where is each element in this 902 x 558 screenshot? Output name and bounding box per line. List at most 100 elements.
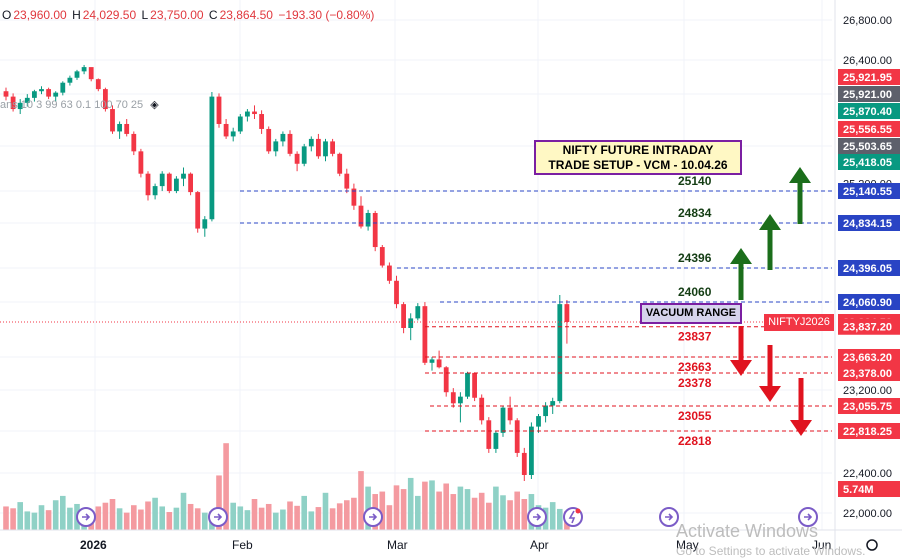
- candle-body: [188, 173, 193, 193]
- support-level-label: 23837: [678, 330, 712, 344]
- level-price-tag-bg: [838, 294, 900, 310]
- indicator-legend[interactable]: ans 10 3 99 63 0.1 100 70 25 ◈: [0, 98, 159, 111]
- candle-body: [479, 397, 485, 421]
- volume-bar: [258, 507, 265, 530]
- candle-body: [351, 188, 357, 206]
- support-level-label: 23378: [678, 376, 712, 390]
- volume-bar: [500, 495, 506, 530]
- volume-bar: [237, 506, 244, 530]
- high-value: 24,029.50: [82, 8, 137, 22]
- volume-bar: [131, 505, 137, 530]
- volume-bar: [24, 511, 31, 530]
- candle-body: [316, 138, 321, 157]
- volume-bar: [116, 508, 123, 530]
- candle-body: [237, 116, 243, 132]
- candle-body: [252, 111, 257, 115]
- volume-bar: [557, 508, 563, 530]
- eye-hidden-icon[interactable]: ◈: [150, 99, 159, 111]
- candle-body: [294, 153, 300, 164]
- candle-body: [259, 114, 264, 129]
- candle-body: [507, 407, 513, 421]
- candle-body: [24, 97, 30, 103]
- volume-bar: [95, 506, 102, 530]
- volume-bar: [3, 506, 9, 530]
- level-price-tag-bg: [838, 318, 900, 335]
- volume-bar: [351, 497, 357, 530]
- up-arrow-3-head: [789, 167, 811, 183]
- candle-body: [401, 304, 406, 328]
- volume-bar: [486, 502, 492, 530]
- volume-bar: [145, 501, 151, 530]
- candle-body: [117, 123, 122, 132]
- resistance-level-label: 24834: [678, 206, 712, 220]
- candle-body: [3, 91, 9, 97]
- candle-body: [415, 306, 421, 319]
- volume-bar: [514, 491, 520, 530]
- volume-bar: [287, 501, 293, 530]
- candle-body: [529, 426, 534, 475]
- time-axis-tick-label: Mar: [387, 538, 408, 552]
- volume-bar: [273, 512, 279, 530]
- price-axis-tick-label: 22,400.00: [843, 468, 892, 480]
- candle-body: [181, 173, 186, 179]
- volume-bar: [109, 499, 116, 530]
- volume-bar: [471, 497, 478, 530]
- candle-body: [458, 396, 463, 404]
- volume-bar: [493, 486, 499, 530]
- volume-bar: [344, 500, 350, 530]
- volume-bar: [251, 499, 258, 530]
- level-price-tag-bg: [838, 260, 900, 276]
- volume-bar: [294, 505, 300, 530]
- price-axis-tick-label: 26,800.00: [843, 15, 892, 27]
- candle-body: [308, 138, 314, 147]
- candle-body: [124, 123, 130, 134]
- volume-bar: [230, 502, 236, 530]
- candle-body: [465, 372, 470, 397]
- candle-body: [372, 212, 378, 248]
- level-price-tag-bg: [838, 365, 900, 381]
- trade-setup-title-box: NIFTY FUTURE INTRADAY TRADE SETUP - VCM …: [534, 140, 742, 175]
- level-price-tag-bg: [838, 349, 900, 365]
- candle-body: [536, 416, 541, 427]
- candle-body: [266, 128, 272, 152]
- volume-bar: [322, 492, 329, 530]
- candle-body: [60, 82, 66, 93]
- level-price-tag-bg: [838, 423, 900, 439]
- candle-body: [486, 420, 492, 449]
- candle-body: [550, 401, 556, 406]
- activate-windows-watermark: Activate Windows: [676, 521, 818, 542]
- candle-body: [10, 96, 16, 110]
- up-arrow-1-head: [730, 248, 752, 264]
- volume-bar: [194, 508, 201, 530]
- vacuum-range-label: VACUUM RANGE: [645, 307, 737, 319]
- volume-bar: [436, 491, 442, 530]
- price-axis-marker-bg: [838, 69, 900, 85]
- price-axis-marker-bg: [838, 103, 900, 119]
- low-label: L: [141, 8, 149, 22]
- event-badge-arrow: [533, 513, 542, 521]
- watermark-line1: Activate Windows: [676, 521, 819, 541]
- resistance-level-label: 24396: [678, 251, 712, 265]
- volume-bar: [180, 492, 187, 530]
- price-axis-marker-bg: [838, 121, 900, 137]
- candle-body: [223, 123, 229, 137]
- candle-body: [17, 102, 23, 110]
- support-level-label: 23663: [678, 360, 712, 374]
- candle-body: [202, 219, 208, 229]
- high-label: H: [72, 8, 81, 22]
- candle-body: [521, 452, 527, 475]
- close-label: C: [208, 8, 218, 22]
- volume-bar: [31, 512, 38, 530]
- volume-bar: [379, 491, 386, 530]
- candle-body: [230, 131, 236, 137]
- candle-body: [429, 359, 435, 363]
- candle-body: [138, 151, 144, 174]
- level-price-tag: 23,837.20: [843, 322, 892, 334]
- level-price-tag-bg: [838, 215, 900, 231]
- candle-body: [174, 178, 179, 192]
- volume-axis-tag-bg: [838, 481, 900, 497]
- candle-body: [379, 247, 385, 266]
- open-value: 23,960.00: [13, 8, 67, 22]
